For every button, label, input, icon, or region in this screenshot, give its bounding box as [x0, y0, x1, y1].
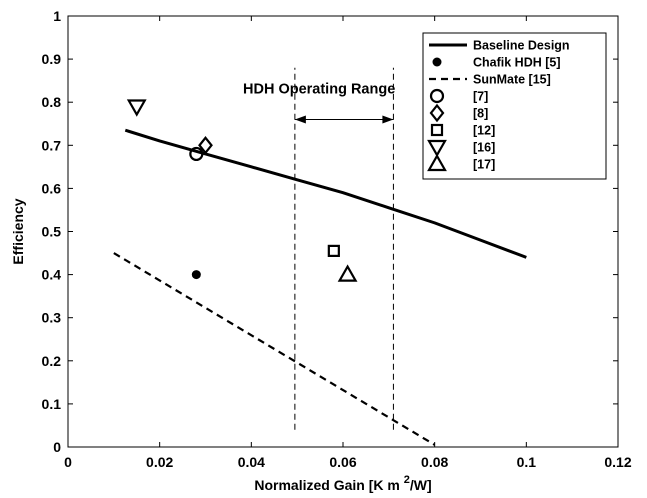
range-label: HDH Operating Range — [243, 82, 395, 98]
x-tick-label: 0.06 — [329, 454, 356, 470]
y-tick-label: 0.9 — [42, 51, 62, 67]
series-line-sunmate-15 — [114, 253, 435, 445]
y-tick-label: 0.4 — [42, 267, 62, 283]
range-arrow-head-right — [382, 115, 393, 123]
x-tick-label: 0.02 — [146, 454, 173, 470]
legend-label: SunMate [15] — [473, 73, 551, 87]
data-point-17 — [340, 267, 356, 281]
legend-label: [16] — [473, 141, 495, 155]
x-tick-label: 0 — [64, 454, 72, 470]
y-tick-label: 0.6 — [42, 180, 62, 196]
legend-label: Baseline Design — [473, 39, 570, 53]
legend-label: [17] — [473, 158, 495, 172]
x-tick-label: 0.12 — [604, 454, 631, 470]
y-axis-title: Efficiency — [10, 198, 26, 264]
y-tick-label: 1 — [53, 8, 61, 24]
operating-range-annotation: HDH Operating Range — [243, 68, 395, 430]
x-tick-label: 0.08 — [421, 454, 448, 470]
legend-label: [7] — [473, 90, 488, 104]
y-tick-label: 0.7 — [42, 137, 62, 153]
legend-swatch-marker — [433, 58, 442, 67]
y-tick-label: 0.5 — [42, 224, 62, 240]
y-tick-label: 0.8 — [42, 94, 62, 110]
x-axis-title: Normalized Gain [K m 2/W] — [254, 474, 431, 493]
data-point-12 — [329, 246, 339, 256]
data-point-chafik-hdh-5 — [192, 270, 201, 279]
legend-label: [12] — [473, 124, 495, 138]
legend: Baseline Design Chafik HDH [5] SunMate [15… — [423, 33, 606, 179]
legend-label: Chafik HDH [5] — [473, 56, 561, 70]
y-tick-label: 0.3 — [42, 310, 62, 326]
x-tick-label: 0.1 — [517, 454, 537, 470]
y-tick-label: 0 — [53, 439, 61, 455]
y-tick-label: 0.1 — [42, 396, 62, 412]
legend-label: [8] — [473, 107, 488, 121]
range-arrow-head-left — [295, 115, 306, 123]
y-tick-label: 0.2 — [42, 353, 62, 369]
data-point-16 — [129, 101, 145, 115]
x-tick-label: 0.04 — [238, 454, 265, 470]
